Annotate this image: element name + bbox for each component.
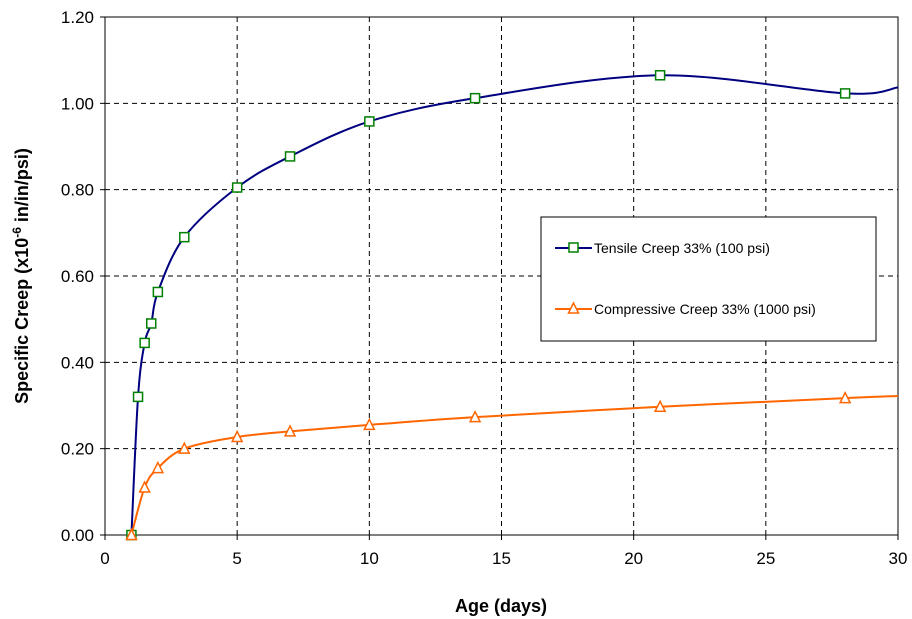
data-point-compressive	[138, 480, 151, 493]
y-tick-label: 1.20	[61, 8, 94, 27]
data-point-tensile	[132, 391, 144, 403]
legend-marker-compressive	[567, 301, 580, 314]
y-tick-label: 0.20	[61, 440, 94, 459]
y-axis-title-main: Specific Creep (x10	[12, 238, 32, 404]
data-point-tensile	[146, 318, 157, 329]
x-tick-label: 30	[889, 549, 908, 568]
legend-label-compressive: Compressive Creep 33% (1000 psi)	[594, 301, 816, 317]
data-point-compressive	[178, 441, 191, 454]
data-point-compressive	[363, 417, 376, 431]
x-tick-label: 15	[492, 549, 511, 568]
legend-label-tensile: Tensile Creep 33% (100 psi)	[594, 240, 770, 256]
data-point-compressive	[283, 424, 297, 437]
x-tick-label: 5	[232, 549, 241, 568]
y-tick-label: 0.60	[61, 267, 94, 286]
data-point-compressive	[653, 399, 667, 413]
y-tick-label: 0.40	[61, 353, 94, 372]
data-point-tensile	[152, 286, 164, 298]
legend-box	[540, 216, 877, 342]
y-axis-title-tail: in/in/psi)	[12, 148, 32, 227]
gridlines	[105, 17, 898, 535]
data-point-compressive	[468, 409, 482, 423]
data-point-tensile	[654, 70, 666, 81]
series-layer	[125, 70, 899, 541]
data-point-tensile	[469, 92, 481, 104]
legend: Tensile Creep 33% (100 psi) Compressive …	[540, 216, 877, 342]
data-point-tensile	[839, 88, 851, 99]
x-axis-title: Age (days)	[455, 596, 547, 616]
data-point-tensile	[284, 151, 296, 162]
data-point-tensile	[139, 337, 150, 349]
axis-ticks: 0 5 10 15 20 25 30 0.00 0.20 0.40 0.60 0.80 1.00 1.20	[61, 8, 908, 568]
x-tick-label: 0	[100, 549, 109, 568]
data-point-tensile	[231, 182, 243, 193]
data-point-tensile	[364, 116, 375, 127]
data-point-compressive	[230, 429, 244, 443]
data-point-compressive	[838, 390, 852, 404]
x-tick-label: 25	[756, 549, 775, 568]
data-point-compressive	[151, 460, 165, 474]
y-axis-title: Specific Creep (x10-6 in/in/psi)	[10, 148, 32, 404]
y-axis-title-exponent: -6	[10, 227, 24, 238]
y-tick-label: 0.00	[61, 526, 94, 545]
x-tick-label: 10	[360, 549, 379, 568]
data-point-compressive	[125, 527, 138, 541]
legend-marker-tensile	[568, 242, 579, 253]
data-point-tensile	[179, 231, 190, 243]
x-tick-label: 20	[624, 549, 643, 568]
y-tick-label: 1.00	[61, 94, 94, 113]
y-tick-label: 0.80	[61, 181, 94, 200]
